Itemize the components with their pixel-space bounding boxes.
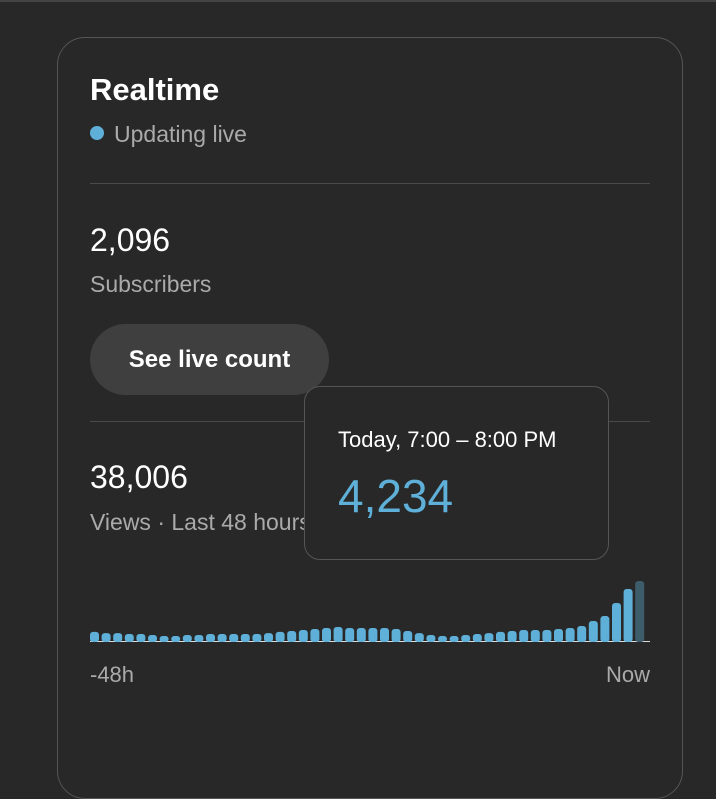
- bar: [484, 633, 494, 642]
- bar: [194, 635, 204, 642]
- see-live-count-button[interactable]: See live count: [90, 324, 329, 395]
- bar: [322, 627, 331, 642]
- views-count: 38,006: [90, 459, 188, 495]
- bar: [368, 627, 378, 642]
- views-chart: -48h Now: [90, 581, 650, 687]
- divider: [90, 183, 650, 184]
- bar: [461, 635, 471, 642]
- tooltip: Today, 7:00 – 8:00 PM 4,234: [304, 386, 609, 560]
- bar: [136, 634, 146, 642]
- bar: [252, 634, 262, 642]
- tooltip-title: Today, 7:00 – 8:00 PM: [338, 427, 557, 452]
- bar: [635, 581, 645, 642]
- bar: [298, 629, 308, 642]
- bar: [449, 636, 459, 642]
- bar: [496, 631, 505, 642]
- top-border: [0, 0, 716, 2]
- bar: [182, 635, 192, 642]
- bar: [530, 629, 540, 642]
- bar: [90, 631, 99, 642]
- bar: [124, 634, 134, 642]
- bar: [577, 625, 587, 642]
- bar: [264, 633, 273, 642]
- bar: [171, 636, 181, 642]
- bar: [403, 630, 413, 642]
- bar: [391, 628, 401, 642]
- x-start-label: -48h: [90, 662, 134, 687]
- bar: [148, 635, 157, 642]
- bar: [554, 628, 563, 642]
- card-title: Realtime: [90, 72, 220, 107]
- bar: [310, 628, 320, 642]
- subscriber-count: 2,096: [90, 222, 171, 258]
- bar: [101, 633, 111, 642]
- bar: [519, 629, 529, 642]
- views-label: Views · Last 48 hours: [90, 509, 311, 535]
- bar: [333, 626, 343, 642]
- subscriber-label: Subscribers: [90, 271, 212, 297]
- bar: [356, 627, 366, 642]
- bar: [240, 634, 250, 642]
- bar: [380, 627, 389, 642]
- bar: [159, 636, 169, 642]
- status: Updating live: [114, 121, 247, 147]
- live-dot: [90, 126, 104, 140]
- bar: [612, 603, 621, 642]
- bar: [600, 616, 610, 642]
- bar: [275, 631, 285, 642]
- x-end-label: Now: [606, 662, 650, 687]
- bar: [472, 634, 482, 642]
- bar: [414, 633, 424, 642]
- bar: [438, 636, 447, 642]
- bar: [345, 627, 355, 642]
- bar: [588, 621, 598, 642]
- bar: [206, 634, 215, 642]
- tooltip-value: 4,234: [338, 470, 454, 522]
- bar: [217, 634, 227, 642]
- bar: [287, 630, 297, 642]
- bar: [565, 627, 575, 642]
- bar: [113, 633, 123, 642]
- bar: [426, 635, 436, 642]
- bar: [623, 588, 633, 642]
- bar: [229, 634, 239, 642]
- bar: [507, 630, 517, 642]
- bar: [542, 629, 552, 642]
